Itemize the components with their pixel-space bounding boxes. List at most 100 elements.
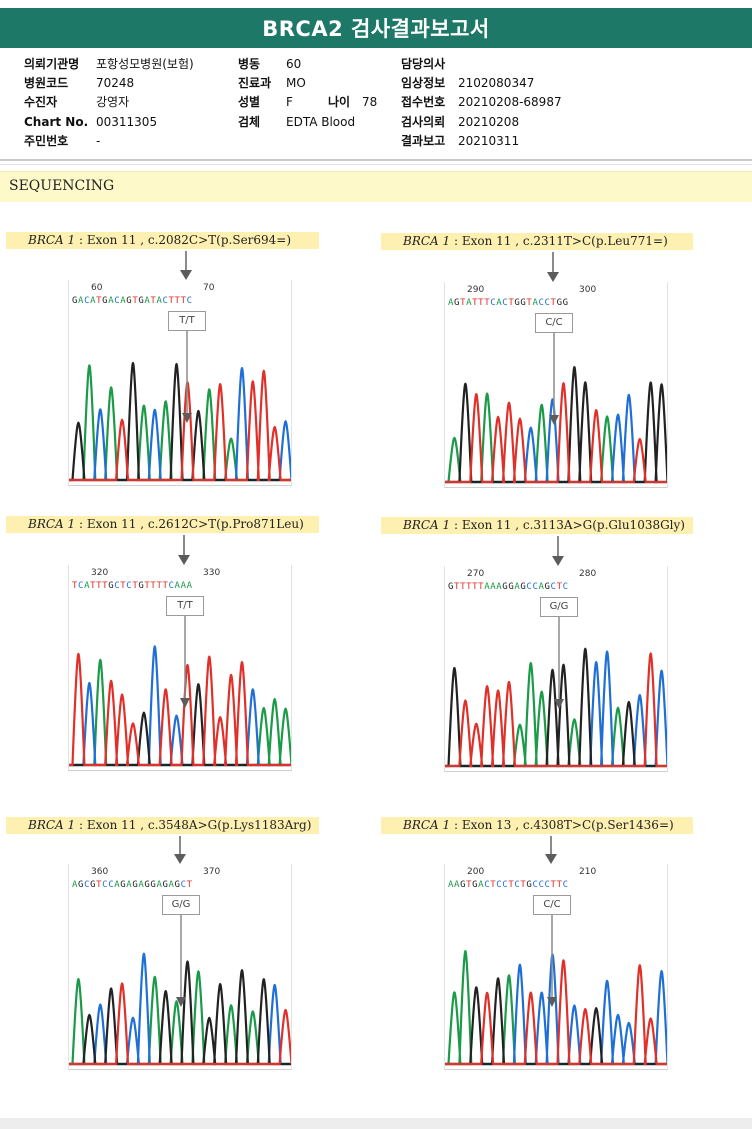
base-call: T — [150, 581, 157, 591]
base-call: A — [108, 296, 115, 306]
chart-no-value: 00311305 — [96, 115, 158, 129]
pointer-arrow-stem — [550, 836, 552, 855]
base-call: G — [520, 298, 527, 308]
page-footer-bar — [0, 1118, 752, 1129]
base-call: C — [544, 880, 551, 890]
trace-T — [69, 652, 291, 767]
base-call: T — [174, 296, 181, 306]
base-call: T — [162, 581, 169, 591]
base-call: T — [526, 298, 533, 308]
variant-detail: : Exon 13 , c.4308T>C(p.Ser1436=) — [453, 818, 674, 832]
call-pointer-icon — [549, 415, 559, 425]
base-sequence: TCATTTGCTCTGTTTTCAAA — [72, 581, 193, 591]
position-label: 360 — [91, 867, 109, 877]
base-call: G — [138, 296, 145, 306]
base-sequence: AGTATTTCACTGGTACCTGG — [448, 298, 569, 308]
variant-detail: : Exon 11 , c.2082C>T(p.Ser694=) — [78, 233, 292, 247]
resident-no-label: 주민번호 — [24, 134, 69, 148]
base-call: G — [138, 581, 145, 591]
base-call: A — [514, 582, 521, 592]
base-call: C — [78, 581, 85, 591]
pointer-arrow-stem — [183, 535, 185, 556]
base-call: T — [96, 581, 103, 591]
result-report-date-label: 결과보고 — [401, 134, 446, 148]
result-report-date-value: 20210311 — [458, 134, 520, 148]
accession-no-label: 접수번호 — [401, 95, 446, 109]
base-call: T — [550, 298, 557, 308]
base-call: A — [490, 582, 497, 592]
variant-detail: : Exon 11 , c.3113A>G(p.Glu1038Gly) — [453, 518, 685, 532]
chromatogram-traces — [69, 914, 291, 1066]
base-call: G — [544, 582, 551, 592]
trace-T — [445, 382, 667, 484]
position-label: 290 — [467, 285, 485, 295]
base-call: T — [520, 880, 527, 890]
examinee-value: 강영자 — [96, 95, 130, 109]
genotype-call: G/G — [162, 895, 200, 915]
base-call: G — [514, 298, 521, 308]
call-pointer-icon — [180, 698, 190, 708]
base-call: T — [120, 581, 127, 591]
gene-name: BRCA 1 — [28, 517, 76, 531]
base-call: A — [186, 581, 193, 591]
variant-label: BRCA 1 : Exon 11 , c.2311T>C(p.Leu771=) — [381, 233, 693, 250]
variant-label: BRCA 1 : Exon 11 , c.2082C>T(p.Ser694=) — [6, 232, 319, 249]
base-sequence: GACATGACAGTGATACTTTC — [72, 296, 193, 306]
accession-no-value: 20210208-68987 — [458, 95, 562, 109]
base-call: T — [508, 880, 515, 890]
base-call: A — [174, 581, 181, 591]
base-call: C — [102, 880, 109, 890]
base-call: C — [126, 581, 133, 591]
base-call: T — [156, 581, 163, 591]
base-call: T — [556, 880, 563, 890]
call-pointer-icon — [176, 997, 186, 1007]
attending-physician-label: 담당의사 — [401, 57, 446, 71]
base-call: G — [556, 298, 563, 308]
hospital-code-label: 병원코드 — [24, 76, 69, 90]
trace-T — [445, 652, 667, 768]
base-call: A — [496, 298, 503, 308]
base-call: A — [484, 582, 491, 592]
sequencing-section-header: SEQUENCING — [0, 171, 752, 202]
trace-T — [69, 982, 291, 1066]
chromatogram: 320 330 TCATTTGCTCTGTTTTCAAA T/T — [68, 565, 292, 771]
pointer-arrow-icon — [547, 272, 559, 282]
trace-C — [69, 645, 291, 767]
base-call: C — [538, 880, 545, 890]
chromatogram-traces — [69, 330, 291, 482]
pointer-arrow-stem — [557, 536, 559, 557]
trace-G — [445, 647, 667, 768]
base-call: G — [120, 880, 127, 890]
base-call: G — [174, 880, 181, 890]
base-call: G — [132, 880, 139, 890]
base-call: C — [502, 880, 509, 890]
base-call: C — [114, 296, 121, 306]
patient-info: 의뢰기관명 포항성모병원(보험) 병원코드 70248 수진자 강영자 Char… — [0, 55, 752, 155]
base-call: A — [448, 880, 455, 890]
base-call: T — [186, 880, 193, 890]
sex-label: 성별 — [238, 95, 261, 109]
position-label: 70 — [203, 283, 215, 293]
specimen-value: EDTA Blood — [286, 115, 356, 129]
base-call: T — [508, 298, 515, 308]
requesting-institution-value: 포항성모병원(보험) — [96, 57, 194, 71]
base-call: T — [144, 581, 151, 591]
position-label: 270 — [467, 569, 485, 579]
trace-C — [445, 953, 667, 1066]
base-call: T — [478, 582, 485, 592]
examinee-label: 수진자 — [24, 95, 58, 109]
base-call: A — [156, 880, 163, 890]
call-pointer-icon — [182, 413, 192, 423]
variant-label: BRCA 1 : Exon 11 , c.3548A>G(p.Lys1183Ar… — [6, 817, 319, 834]
position-label: 370 — [203, 867, 221, 877]
base-call: T — [466, 880, 473, 890]
base-call: T — [72, 581, 79, 591]
base-call: T — [478, 298, 485, 308]
base-call: A — [84, 581, 91, 591]
base-call: C — [538, 298, 545, 308]
base-call: T — [472, 298, 479, 308]
base-call: T — [132, 296, 139, 306]
base-call: T — [460, 298, 467, 308]
pointer-arrow-stem — [185, 251, 187, 271]
base-call: C — [84, 880, 91, 890]
